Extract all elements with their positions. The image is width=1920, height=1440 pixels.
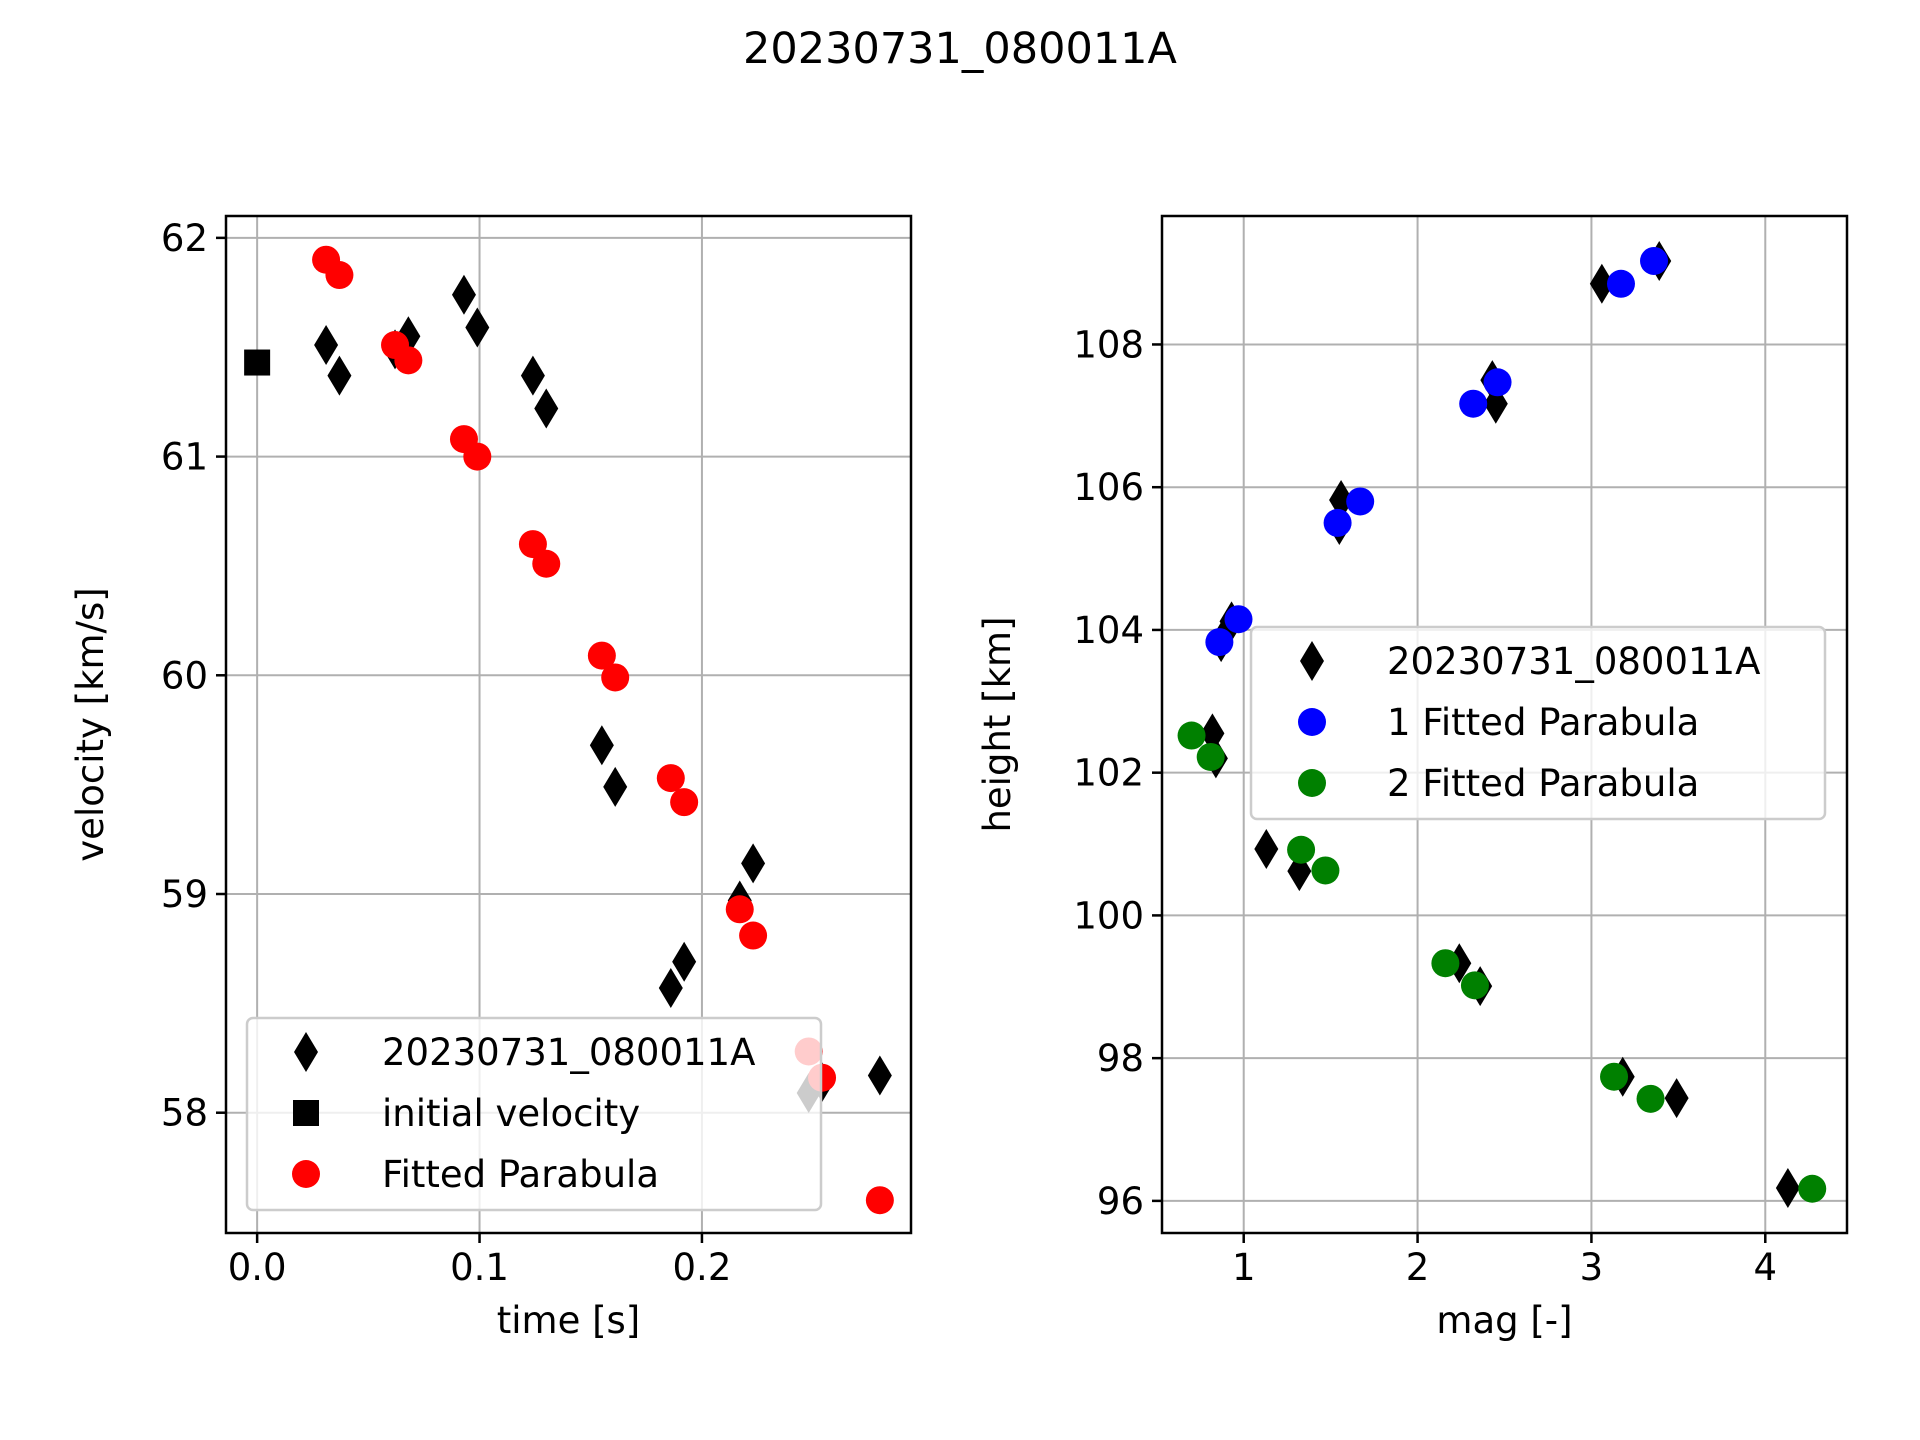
data-point: [1254, 829, 1279, 870]
data-point: [1177, 721, 1206, 750]
legend-label: initial velocity: [382, 1092, 640, 1135]
data-point: [1483, 368, 1512, 397]
height-mag-panel: 1 2 3 4 96 98 100 102 104 106 108 mag [-] height [km…: [976, 214, 1849, 1342]
data-point: [1346, 487, 1375, 516]
x-tick-label: 1: [1232, 1246, 1256, 1289]
y-axis-label: velocity [km/s]: [69, 587, 112, 861]
data-point: [867, 1055, 892, 1096]
data-point: [603, 766, 628, 807]
data-point: [725, 895, 754, 924]
data-point: [451, 274, 476, 315]
velocity-time-panel: 0.0 0.1 0.2 58 59 60 61 62 time [s] velocity [km/…: [69, 214, 913, 1342]
data-point: [589, 725, 614, 766]
data-point: [1460, 971, 1489, 1000]
data-point: [1589, 263, 1614, 304]
legend: 20230731_080011A 1 Fitted Parabula 2 Fitte…: [1249, 625, 1827, 821]
y-tick-label: 98: [1097, 1037, 1144, 1080]
data-point: [658, 968, 683, 1009]
data-point: [865, 1186, 894, 1215]
data-point: [739, 921, 768, 950]
data-point: [1636, 1084, 1665, 1113]
legend-marker: [1298, 769, 1326, 797]
y-tick-label: 106: [1073, 466, 1144, 509]
data-point: [1287, 835, 1316, 864]
data-point: [394, 346, 423, 375]
axes-frame: [224, 214, 913, 1235]
legend-marker: [293, 1100, 319, 1126]
data-point: [1224, 605, 1253, 634]
legend-label: 20230731_080011A: [382, 1031, 755, 1074]
data-point: [1775, 1168, 1800, 1209]
data-point: [1431, 949, 1460, 978]
data-point: [601, 663, 630, 692]
x-axis-label: time [s]: [497, 1299, 641, 1342]
data-point: [314, 325, 339, 366]
data-point: [534, 388, 559, 429]
y-axis-label: height [km]: [976, 616, 1019, 832]
y-tick-label: 62: [161, 217, 208, 260]
x-tick-label: 4: [1754, 1246, 1778, 1289]
legend-label: 2 Fitted Parabula: [1387, 762, 1699, 805]
data-point: [1459, 389, 1488, 418]
legend-box: [245, 1016, 823, 1212]
y-tick-label: 60: [161, 654, 208, 697]
data-point: [1606, 269, 1635, 298]
data-point: [1323, 508, 1352, 537]
x-tick-label: 0.2: [673, 1246, 732, 1289]
legend-marker: [1300, 641, 1324, 681]
legend-label: 1 Fitted Parabula: [1387, 701, 1699, 744]
x-tick-label: 2: [1406, 1246, 1430, 1289]
figure-suptitle: 20230731_080011A: [743, 24, 1178, 74]
data-point: [1640, 246, 1669, 275]
legend-marker: [294, 1032, 318, 1072]
legend-box: [1249, 625, 1827, 821]
data-point: [1205, 628, 1234, 657]
data-point: [463, 442, 492, 471]
data-point: [244, 349, 271, 376]
x-tick-label: 3: [1580, 1246, 1604, 1289]
data-point: [1311, 856, 1340, 885]
data-point: [670, 788, 699, 817]
data-point: [520, 355, 545, 396]
y-tick-label: 96: [1097, 1180, 1144, 1223]
series-1: [244, 349, 271, 376]
y-tick-label: 104: [1073, 609, 1144, 652]
data-point: [518, 530, 547, 559]
data-point: [1600, 1062, 1629, 1091]
data-point: [656, 764, 685, 793]
data-point: [672, 941, 697, 982]
legend-label: Fitted Parabula: [382, 1153, 659, 1196]
y-tick-label: 61: [161, 436, 208, 479]
legend-label: 20230731_080011A: [1387, 640, 1760, 683]
axes-frame: [1160, 214, 1849, 1235]
data-point: [1798, 1174, 1827, 1203]
data-point: [327, 355, 352, 396]
y-tick-label: 100: [1073, 894, 1144, 937]
y-tick-label: 108: [1073, 323, 1144, 366]
series-2: [1177, 721, 1827, 1203]
data-point: [1664, 1078, 1689, 1119]
x-tick-label: 0.0: [228, 1246, 287, 1289]
x-axis-label: mag [-]: [1436, 1299, 1572, 1342]
data-point: [587, 641, 616, 670]
legend-marker: [1298, 708, 1326, 736]
legend-marker: [292, 1160, 320, 1188]
data-point: [532, 549, 561, 578]
data-point: [325, 261, 354, 290]
y-tick-label: 58: [161, 1092, 208, 1135]
y-tick-label: 102: [1073, 752, 1144, 795]
y-tick-label: 59: [161, 873, 208, 916]
series-1: [1205, 246, 1669, 657]
data-point: [465, 307, 490, 348]
data-point: [1196, 742, 1225, 771]
data-point: [741, 843, 766, 884]
x-tick-label: 0.1: [450, 1246, 509, 1289]
